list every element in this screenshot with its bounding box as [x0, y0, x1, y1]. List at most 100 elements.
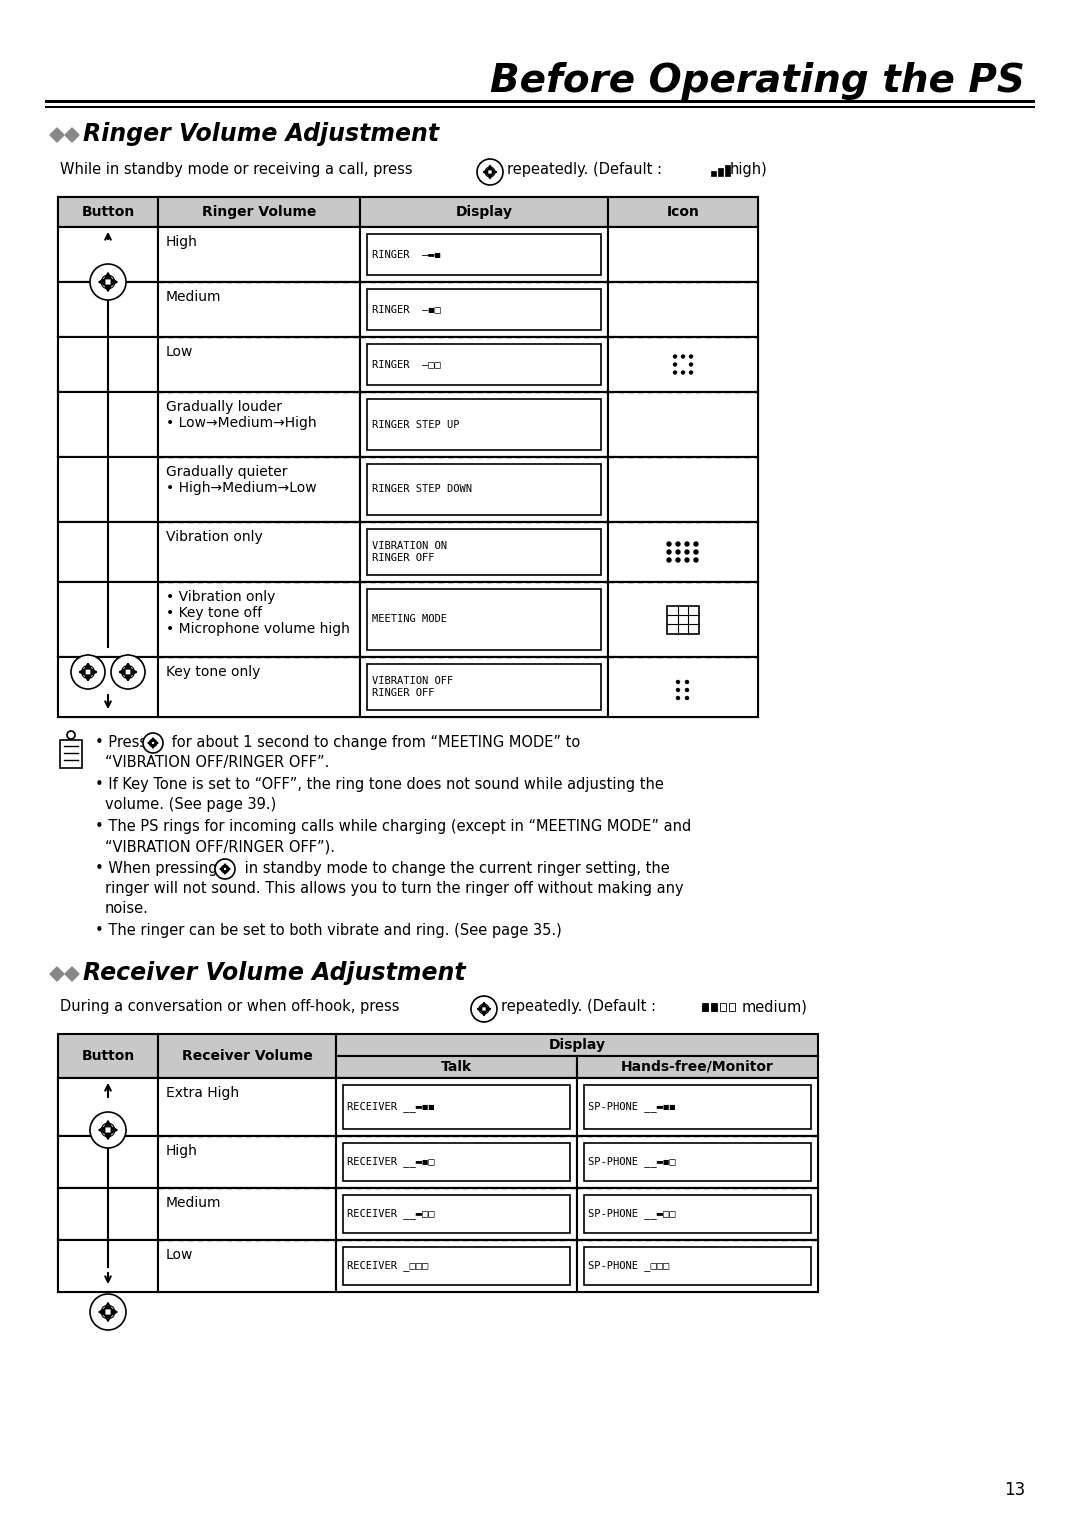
Bar — [336, 1034, 818, 1057]
Polygon shape — [154, 742, 158, 745]
Bar — [58, 336, 758, 391]
Circle shape — [215, 859, 235, 879]
Text: MEETING MODE: MEETING MODE — [372, 615, 447, 624]
Bar — [58, 583, 758, 657]
Bar — [360, 197, 608, 226]
Bar — [343, 1248, 570, 1284]
Bar — [367, 289, 600, 330]
Bar — [577, 1078, 818, 1136]
Text: Ringer Volume: Ringer Volume — [202, 205, 316, 219]
Text: Display: Display — [549, 1038, 606, 1052]
Circle shape — [485, 167, 495, 177]
Bar — [336, 1078, 577, 1136]
Polygon shape — [105, 286, 111, 292]
Bar — [58, 226, 158, 281]
Text: Gradually quieter: Gradually quieter — [166, 465, 287, 479]
Bar — [58, 197, 758, 226]
Text: High: High — [166, 235, 198, 249]
Circle shape — [676, 688, 679, 691]
Text: • High→Medium→Low: • High→Medium→Low — [166, 482, 316, 495]
Text: • The ringer can be set to both vibrate and ring. (See page 35.): • The ringer can be set to both vibrate … — [95, 924, 562, 937]
Circle shape — [90, 1294, 126, 1330]
Bar — [58, 457, 158, 521]
Text: • Low→Medium→High: • Low→Medium→High — [166, 416, 316, 430]
Bar — [367, 399, 600, 450]
Circle shape — [471, 995, 497, 1021]
Circle shape — [681, 372, 685, 375]
Bar — [608, 457, 758, 521]
Text: Vibration only: Vibration only — [166, 531, 262, 544]
Text: ringer will not sound. This allows you to turn the ringer off without making any: ringer will not sound. This allows you t… — [105, 881, 684, 896]
Bar — [360, 457, 608, 521]
Circle shape — [685, 550, 689, 553]
Circle shape — [676, 558, 680, 563]
Bar — [58, 1136, 158, 1188]
Bar — [158, 226, 360, 281]
Circle shape — [689, 362, 692, 365]
Bar — [158, 583, 360, 657]
Text: Talk: Talk — [441, 1060, 472, 1073]
Bar — [711, 1003, 717, 1011]
Bar — [367, 589, 600, 650]
Text: SP-PHONE __▬◼◼: SP-PHONE __▬◼◼ — [588, 1101, 675, 1113]
Bar — [58, 1240, 818, 1292]
Polygon shape — [98, 1127, 105, 1133]
Text: • Press: • Press — [95, 735, 147, 751]
Bar — [60, 740, 82, 768]
Text: High: High — [166, 1144, 198, 1157]
Polygon shape — [105, 272, 111, 278]
Bar — [584, 1248, 811, 1284]
Circle shape — [676, 697, 679, 699]
Text: VIBRATION ON
RINGER OFF: VIBRATION ON RINGER OFF — [372, 541, 447, 563]
Bar — [58, 1188, 158, 1240]
Polygon shape — [91, 668, 97, 676]
Bar — [58, 226, 758, 281]
Polygon shape — [65, 128, 79, 142]
Text: • When pressing: • When pressing — [95, 861, 217, 876]
Bar — [58, 281, 758, 336]
Bar — [158, 1136, 336, 1188]
Polygon shape — [85, 664, 91, 668]
Text: VIBRATION OFF
RINGER OFF: VIBRATION OFF RINGER OFF — [372, 676, 454, 697]
Text: SP-PHONE _□□□: SP-PHONE _□□□ — [588, 1260, 670, 1272]
Polygon shape — [98, 278, 105, 286]
Bar — [729, 1003, 735, 1011]
Bar — [577, 1136, 818, 1188]
Polygon shape — [119, 668, 125, 676]
Circle shape — [221, 865, 229, 873]
Circle shape — [674, 362, 676, 365]
Text: RECEIVER __▬◼◼: RECEIVER __▬◼◼ — [347, 1101, 434, 1113]
Bar — [577, 1240, 818, 1292]
Bar — [717, 168, 723, 176]
Bar — [343, 1196, 570, 1232]
Circle shape — [685, 541, 689, 546]
Circle shape — [694, 550, 698, 553]
Circle shape — [149, 739, 157, 746]
Circle shape — [694, 558, 698, 563]
Circle shape — [674, 355, 676, 358]
Text: repeatedly. (Default :: repeatedly. (Default : — [507, 162, 662, 177]
Polygon shape — [486, 1006, 490, 1011]
Polygon shape — [79, 668, 85, 676]
Polygon shape — [105, 1303, 111, 1309]
Bar — [158, 281, 360, 336]
Polygon shape — [65, 966, 79, 982]
Circle shape — [82, 665, 94, 679]
Bar — [608, 336, 758, 391]
Text: RINGER STEP DOWN: RINGER STEP DOWN — [372, 485, 472, 494]
Circle shape — [102, 1124, 114, 1138]
Polygon shape — [482, 1011, 486, 1015]
Polygon shape — [105, 1133, 111, 1139]
Bar — [360, 336, 608, 391]
Circle shape — [102, 1306, 114, 1320]
Text: Display: Display — [456, 205, 513, 219]
Polygon shape — [105, 1315, 111, 1321]
Bar — [158, 1188, 336, 1240]
Bar — [58, 1034, 158, 1078]
Text: Icon: Icon — [666, 205, 700, 219]
Bar — [158, 336, 360, 391]
Bar — [584, 1144, 811, 1180]
Bar — [608, 281, 758, 336]
Polygon shape — [85, 676, 91, 680]
Text: SP-PHONE __▬□□: SP-PHONE __▬□□ — [588, 1208, 675, 1220]
